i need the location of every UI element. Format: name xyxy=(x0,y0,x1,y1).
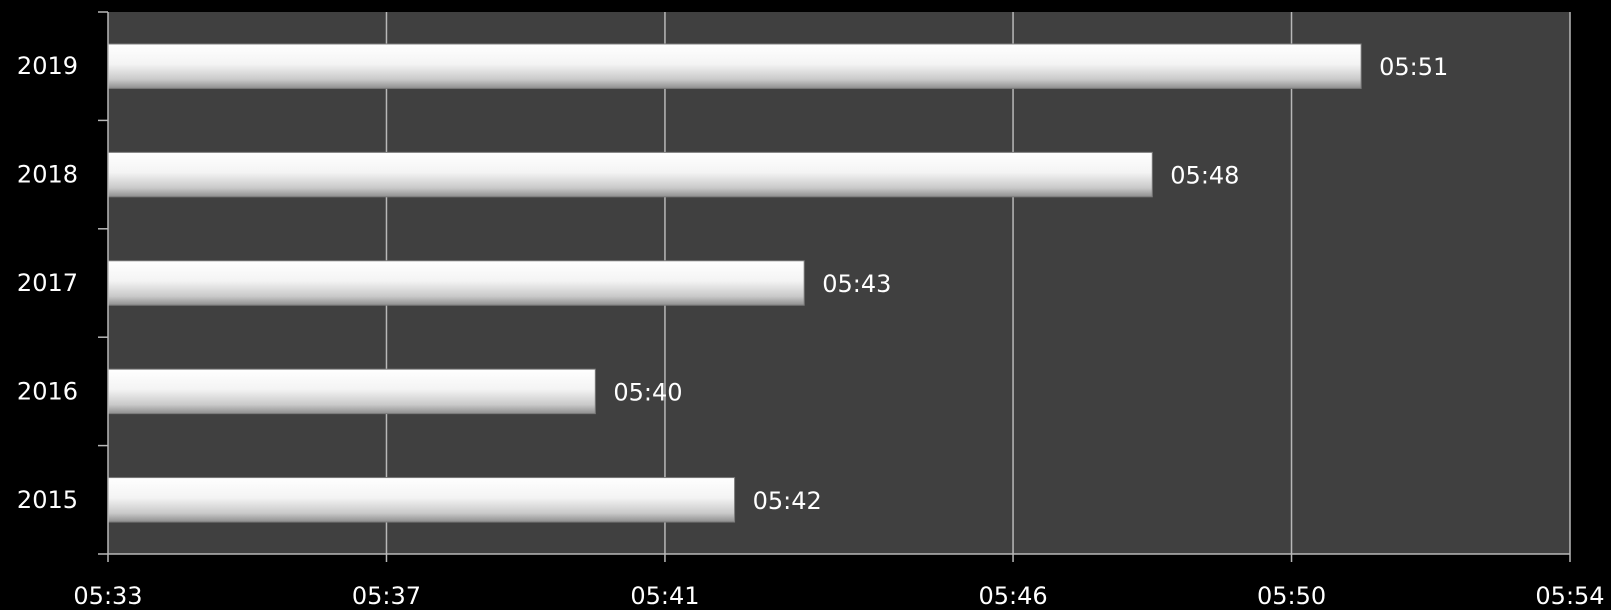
x-tick-label: 05:54 xyxy=(1535,582,1604,610)
bar xyxy=(107,260,805,306)
bar xyxy=(107,477,736,523)
x-tick-label: 05:41 xyxy=(630,582,699,610)
y-category-label: 2019 xyxy=(17,52,78,80)
bar-value-label: 05:40 xyxy=(613,378,682,406)
bar xyxy=(107,368,596,415)
x-tick-label: 05:46 xyxy=(978,582,1047,610)
bar-value-label: 05:51 xyxy=(1379,53,1448,81)
y-category-label: 2015 xyxy=(17,486,78,514)
labels: 05:33 05:37 05:41 05:46 05:50 05:54 2019 05:51 2… xyxy=(17,52,1605,610)
bar xyxy=(107,43,1362,89)
y-category-label: 2016 xyxy=(17,377,78,405)
bar-value-label: 05:48 xyxy=(1170,162,1239,190)
y-category-label: 2017 xyxy=(17,269,78,297)
y-category-label: 2018 xyxy=(17,161,78,189)
x-tick-label: 05:37 xyxy=(352,582,421,610)
axes xyxy=(98,11,1571,562)
bar-value-label: 05:43 xyxy=(822,270,891,298)
bar-value-label: 05:42 xyxy=(753,487,822,515)
x-tick-label: 05:50 xyxy=(1257,582,1326,610)
bars xyxy=(107,43,1362,523)
bar xyxy=(107,151,1153,198)
x-tick-label: 05:33 xyxy=(73,582,142,610)
